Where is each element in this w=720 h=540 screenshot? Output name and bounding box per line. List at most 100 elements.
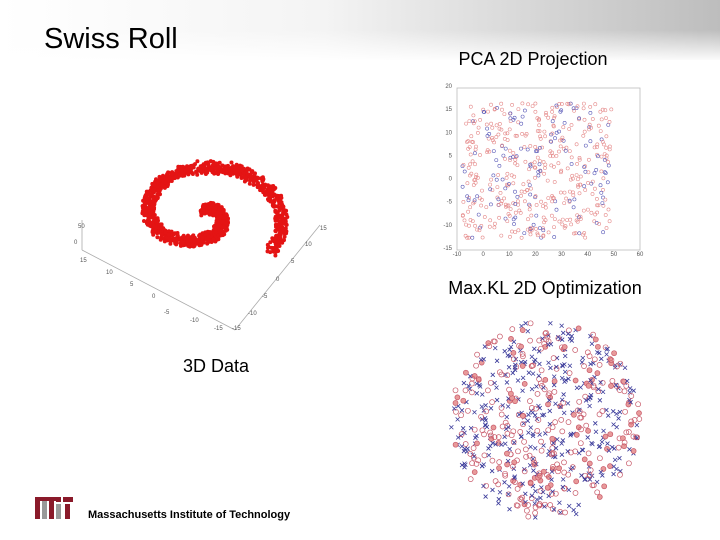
kl-circle <box>608 383 614 389</box>
kl-cross <box>460 425 466 431</box>
kl-cross <box>492 380 497 386</box>
pca-point <box>474 172 479 177</box>
kl-cross <box>559 397 565 403</box>
kl-circle <box>453 408 459 415</box>
pca-point <box>601 176 606 181</box>
kl-circle <box>599 408 606 414</box>
kl-circle <box>538 438 544 445</box>
kl-cross <box>492 345 498 351</box>
pca-point <box>523 159 528 164</box>
pca-point <box>501 153 506 158</box>
pca-point <box>544 110 548 115</box>
kl-circle <box>458 412 464 419</box>
y-tick-label: 15 <box>445 107 452 113</box>
kl-circle <box>510 439 517 445</box>
pca-point <box>461 162 466 167</box>
kl-circle <box>608 357 615 364</box>
pca-point <box>522 190 527 194</box>
pca-point <box>564 196 569 201</box>
kl-circle <box>529 363 535 369</box>
y-tick-label: -5 <box>447 200 453 206</box>
pca-point <box>548 139 553 144</box>
roll-point <box>150 221 155 226</box>
pca-point <box>522 145 527 149</box>
kl-circle <box>533 405 539 412</box>
pca-point <box>488 187 493 192</box>
pca-point <box>606 207 611 212</box>
pca-point <box>541 215 546 220</box>
roll-point <box>283 219 288 224</box>
roll-point <box>211 159 216 164</box>
pca-point <box>503 186 508 191</box>
kl-circle <box>483 482 489 489</box>
kl-cross <box>526 430 531 435</box>
pca-point <box>514 154 519 159</box>
pca-point <box>550 213 554 218</box>
kl-circle <box>487 429 493 436</box>
kl-circle <box>555 335 562 342</box>
pca-point <box>582 129 587 134</box>
roll-point <box>266 198 271 203</box>
axis-label: 15 <box>80 258 87 264</box>
roll-point <box>210 165 215 170</box>
pca-point <box>529 186 533 191</box>
pca-point <box>538 145 542 150</box>
roll-point <box>203 166 208 171</box>
pca-point <box>602 157 607 162</box>
kl-circle <box>495 440 502 446</box>
pca-point <box>534 149 538 154</box>
pca-point <box>500 107 504 112</box>
roll-point <box>177 173 182 178</box>
pca-point <box>482 215 487 219</box>
kl-circle <box>519 413 526 419</box>
roll-point <box>208 230 213 235</box>
kl-circle <box>527 337 533 344</box>
pca-point <box>508 155 513 160</box>
kl-circle <box>548 451 555 458</box>
pca-point <box>572 231 576 236</box>
roll-point <box>166 229 171 234</box>
pca-point <box>558 138 563 143</box>
kl-cross <box>472 409 477 415</box>
pca-point <box>592 145 597 150</box>
pca-point <box>533 175 537 180</box>
kl-circle <box>530 456 537 462</box>
pca-point <box>471 113 476 118</box>
roll-point <box>174 169 179 174</box>
pca-point <box>485 133 490 138</box>
pca-point <box>562 201 567 206</box>
pca-point <box>603 213 608 217</box>
kl-cross <box>587 403 592 409</box>
pca-point <box>537 123 542 128</box>
kl-circle <box>628 393 635 399</box>
roll-point <box>249 170 254 175</box>
pca-point <box>557 219 562 224</box>
pca-point <box>490 125 495 130</box>
pca-point <box>582 165 587 169</box>
pca-point <box>577 231 582 236</box>
kl-circle <box>544 333 551 340</box>
pca-point <box>500 143 505 148</box>
roll-point <box>275 224 280 229</box>
kl-cross <box>525 418 531 424</box>
pca-point <box>504 175 509 180</box>
kl-circle <box>502 470 508 477</box>
pca-point <box>522 231 527 236</box>
pca-point <box>485 126 490 131</box>
pca-point <box>594 167 599 172</box>
pca-point <box>464 121 469 126</box>
pca-point <box>588 105 593 109</box>
roll-point <box>147 205 151 210</box>
pca-point <box>499 127 504 132</box>
kl-cross <box>490 372 496 378</box>
kl-cross <box>538 495 543 501</box>
kl-circle <box>452 387 459 394</box>
pca-point <box>475 130 480 135</box>
kl-cross <box>493 442 498 447</box>
kl-circle <box>582 393 589 400</box>
kl-cross <box>588 361 593 367</box>
kl-cross <box>528 444 533 450</box>
pca-point <box>476 212 481 217</box>
kl-cross <box>568 467 573 472</box>
